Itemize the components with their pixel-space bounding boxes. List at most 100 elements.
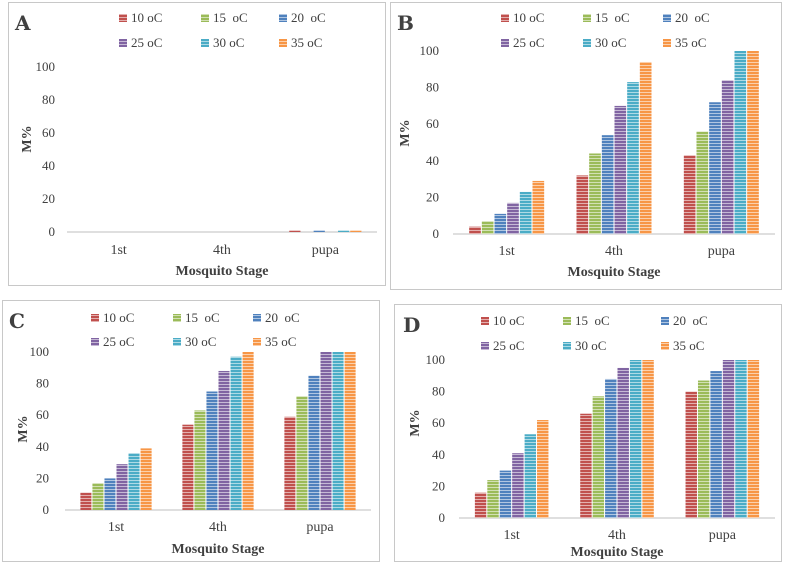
legend-label: 10 oC <box>493 313 524 328</box>
panel-label: B <box>397 11 414 35</box>
bar <box>519 191 532 234</box>
legend-label: 15 oC <box>185 310 220 325</box>
chart-panel-b: B 0 20 40 60 80 100 1st 4th pupa 10 oC 15 oC 20 oC 2… <box>390 2 782 290</box>
chart-svg: 0 20 40 60 80 100 1st 4th pupa 10 oC 15 oC 20 oC 25 … <box>408 313 775 560</box>
x-category-label: 4th <box>608 528 626 543</box>
legend-swatch <box>663 39 671 47</box>
x-category-label: pupa <box>708 244 736 259</box>
bar <box>92 483 104 510</box>
bar <box>499 470 512 518</box>
legend-swatch <box>583 39 591 47</box>
legend-label: 30 oC <box>213 35 244 50</box>
legend-label: 15 oC <box>213 10 248 25</box>
bar <box>332 352 344 510</box>
legend-swatch <box>279 39 287 47</box>
bar <box>344 352 356 510</box>
bar <box>206 391 218 510</box>
legend-swatch <box>481 342 489 350</box>
legend-label: 10 oC <box>513 10 544 25</box>
bar <box>140 448 152 510</box>
bar <box>80 492 92 510</box>
x-category-label: pupa <box>306 520 334 535</box>
bar <box>617 367 629 518</box>
bar <box>218 370 230 510</box>
legend-swatch <box>119 14 127 22</box>
panel-label: D <box>403 313 421 337</box>
bar <box>721 80 734 234</box>
bar <box>580 413 592 518</box>
bar <box>614 105 627 235</box>
legend-swatch <box>173 314 181 322</box>
x-category-label: 4th <box>209 520 227 535</box>
bar <box>104 478 116 510</box>
bar <box>474 492 487 518</box>
legend-label: 25 oC <box>513 35 544 50</box>
y-tick-label: 40 <box>426 153 439 168</box>
legend-swatch <box>583 14 591 22</box>
bar <box>589 153 601 234</box>
bar <box>576 175 589 234</box>
bar <box>350 230 362 232</box>
bar <box>313 230 325 232</box>
chart-svg: 0 20 40 60 80 100 1st 4th pupa 10 oC 15 oC 20 oC 25 … <box>20 10 377 279</box>
bar <box>242 352 254 510</box>
legend-label: 10 oC <box>103 310 134 325</box>
bar <box>308 375 320 510</box>
bar <box>734 51 747 234</box>
x-category-label: 1st <box>503 528 519 543</box>
x-category-label: pupa <box>312 243 340 258</box>
legend-swatch <box>253 338 261 346</box>
bar <box>735 360 747 518</box>
x-axis-title: Mosquito Stage <box>176 264 269 279</box>
legend-label: 10 oC <box>131 10 162 25</box>
legend-label: 30 oC <box>595 35 626 50</box>
bar <box>627 82 639 234</box>
legend-swatch <box>253 314 261 322</box>
x-category-label: 4th <box>605 244 623 259</box>
bar <box>697 380 710 518</box>
y-tick-label: 80 <box>432 384 445 399</box>
legend-label: 35 oC <box>673 338 704 353</box>
chart-panel-d: D 0 20 40 60 80 100 1st 4th pupa 10 oC 15 oC 20 oC 2… <box>394 304 782 562</box>
bar <box>747 360 760 518</box>
bar <box>289 230 301 232</box>
y-tick-label: 0 <box>43 502 50 517</box>
bar <box>605 378 617 518</box>
bar <box>507 202 519 234</box>
bar <box>592 396 605 518</box>
bar <box>629 360 642 518</box>
legend-swatch <box>201 39 209 47</box>
bar <box>524 434 537 518</box>
x-axis-title: Mosquito Stage <box>568 265 661 280</box>
y-axis-title: M% <box>20 125 35 152</box>
bar <box>722 360 735 518</box>
legend-label: 35 oC <box>291 35 322 50</box>
legend-swatch <box>563 342 571 350</box>
bar <box>296 396 308 510</box>
legend-swatch <box>201 14 209 22</box>
legend-swatch <box>663 14 671 22</box>
legend-label: 30 oC <box>185 334 216 349</box>
legend-swatch <box>91 338 99 346</box>
y-tick-label: 60 <box>42 125 55 140</box>
bar <box>696 131 709 234</box>
chart-svg: 0 20 40 60 80 100 1st 4th pupa 10 oC 15 oC 20 oC 25 … <box>398 10 775 280</box>
y-tick-label: 80 <box>36 376 49 391</box>
bar <box>230 356 242 510</box>
legend-swatch <box>91 314 99 322</box>
legend-swatch <box>173 338 181 346</box>
y-tick-label: 100 <box>36 59 56 74</box>
bar <box>710 371 722 518</box>
legend-label: 20 oC <box>265 310 300 325</box>
bar <box>685 391 697 518</box>
panel-label: C <box>9 309 25 333</box>
x-axis-title: Mosquito Stage <box>571 545 664 560</box>
bar <box>642 360 654 518</box>
legend-swatch <box>481 317 489 325</box>
bar <box>639 61 652 235</box>
y-axis-title: M% <box>398 119 413 146</box>
y-tick-label: 60 <box>36 407 49 422</box>
y-tick-label: 100 <box>426 352 446 367</box>
y-tick-label: 0 <box>49 224 56 239</box>
legend-label: 20 oC <box>675 10 710 25</box>
